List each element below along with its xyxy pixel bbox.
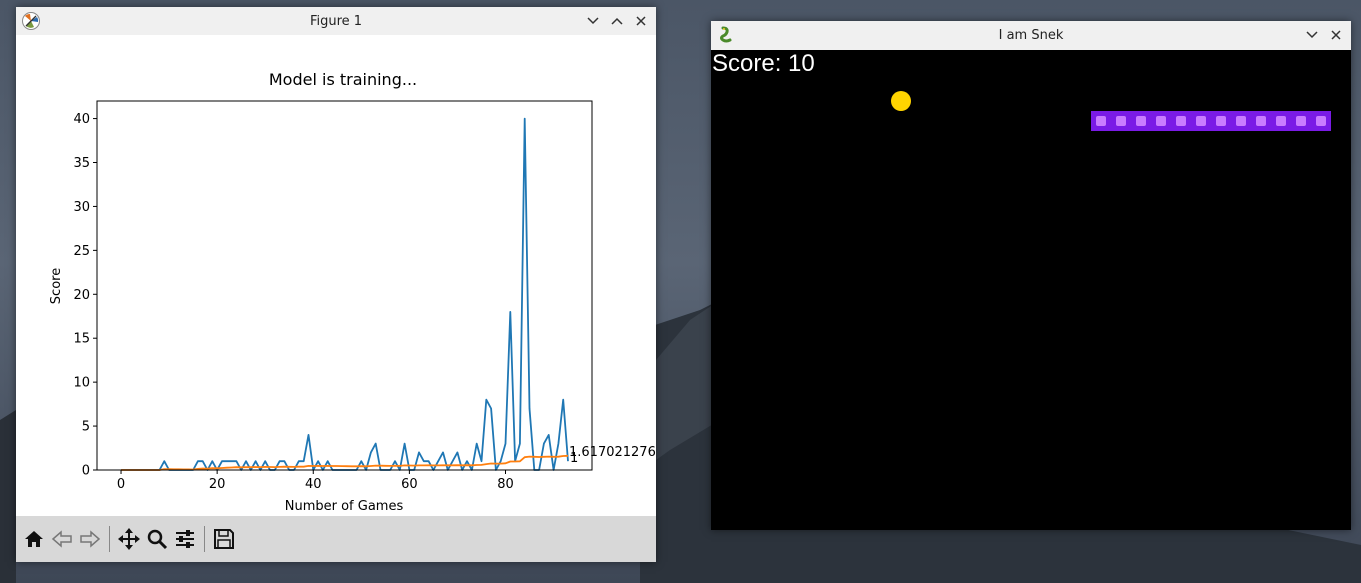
back-arrow-icon bbox=[51, 530, 72, 548]
save-icon bbox=[214, 529, 234, 549]
snake-segment bbox=[1291, 111, 1311, 131]
snake-game-window[interactable]: I am Snek Score: 10 bbox=[711, 21, 1351, 530]
matplotlib-app-icon bbox=[22, 12, 40, 30]
snake-segment bbox=[1311, 111, 1331, 131]
navigation-toolbar bbox=[16, 516, 656, 562]
snake-segment bbox=[1211, 111, 1231, 131]
mean-score-series-line bbox=[121, 454, 569, 471]
configure-subplots-button[interactable] bbox=[171, 525, 199, 553]
chevron-up-icon bbox=[611, 17, 623, 25]
close-button[interactable] bbox=[632, 11, 650, 31]
forward-button[interactable] bbox=[76, 525, 104, 553]
y-tick-label: 30 bbox=[73, 200, 90, 215]
snake-head bbox=[1091, 111, 1111, 131]
x-tick-label: 20 bbox=[209, 477, 226, 492]
y-tick-label: 20 bbox=[73, 288, 90, 303]
axes-frame bbox=[96, 100, 593, 471]
window-title: I am Snek bbox=[998, 28, 1064, 43]
x-tick-label: 60 bbox=[401, 477, 418, 492]
y-tick-label: 10 bbox=[73, 376, 90, 391]
snake-segment bbox=[1191, 111, 1211, 131]
snake-segment bbox=[1231, 111, 1251, 131]
snake-segment bbox=[1251, 111, 1271, 131]
x-tick-label: 40 bbox=[305, 477, 322, 492]
minimize-button[interactable] bbox=[1303, 25, 1321, 45]
food-pellet bbox=[891, 91, 911, 111]
save-button[interactable] bbox=[210, 525, 238, 553]
snake-segment bbox=[1171, 111, 1191, 131]
toolbar-separator bbox=[204, 526, 205, 552]
window-title: Figure 1 bbox=[309, 13, 363, 29]
x-tick-label: 80 bbox=[497, 477, 514, 492]
plot-canvas[interactable]: Model is training... 0 20 40 60 80 0 5 10 15 20 25… bbox=[16, 35, 656, 516]
pan-icon bbox=[118, 528, 140, 550]
chevron-down-icon bbox=[587, 17, 599, 25]
y-tick-label: 15 bbox=[73, 332, 90, 347]
blue-series-end-label: 1 bbox=[570, 451, 578, 466]
y-tick-label: 5 bbox=[82, 420, 90, 435]
x-tick-label: 0 bbox=[117, 477, 125, 492]
configure-subplots-icon bbox=[176, 530, 194, 548]
y-axis-label: Score bbox=[49, 268, 64, 304]
zoom-icon bbox=[147, 529, 168, 550]
snake-segment bbox=[1271, 111, 1291, 131]
y-tick-label: 40 bbox=[73, 112, 90, 127]
training-chart: Model is training... 0 20 40 60 80 0 5 10 15 20 25… bbox=[49, 70, 656, 514]
orange-series-end-label: 1.617021276 bbox=[569, 445, 656, 460]
home-icon bbox=[25, 531, 43, 547]
close-button[interactable] bbox=[1327, 25, 1345, 45]
toolbar-separator bbox=[109, 526, 110, 552]
home-button[interactable] bbox=[20, 525, 48, 553]
close-icon bbox=[1331, 30, 1341, 40]
figure-titlebar[interactable]: Figure 1 bbox=[16, 7, 656, 35]
y-tick-label: 35 bbox=[73, 156, 90, 171]
chevron-down-icon bbox=[1306, 31, 1318, 39]
x-axis-label: Number of Games bbox=[285, 499, 404, 514]
snake-titlebar[interactable]: I am Snek bbox=[711, 21, 1351, 50]
figure-window[interactable]: Figure 1 Model is training... 0 20 40 60 80 0… bbox=[16, 7, 656, 562]
snake-app-icon bbox=[720, 26, 732, 43]
snake-segment bbox=[1151, 111, 1171, 131]
zoom-button[interactable] bbox=[143, 525, 171, 553]
score-series-line bbox=[121, 117, 569, 471]
score-display: Score: 10 bbox=[712, 50, 815, 77]
pan-button[interactable] bbox=[115, 525, 143, 553]
y-tick-label: 25 bbox=[73, 244, 90, 259]
back-button[interactable] bbox=[48, 525, 76, 553]
snake-segment bbox=[1131, 111, 1151, 131]
minimize-button[interactable] bbox=[584, 11, 602, 31]
game-board[interactable]: Score: 10 bbox=[711, 50, 1351, 530]
close-icon bbox=[636, 16, 646, 26]
forward-arrow-icon bbox=[80, 530, 101, 548]
y-tick-label: 0 bbox=[82, 464, 90, 479]
maximize-button[interactable] bbox=[608, 11, 626, 31]
snake-segment bbox=[1111, 111, 1131, 131]
chart-title: Model is training... bbox=[269, 70, 417, 89]
